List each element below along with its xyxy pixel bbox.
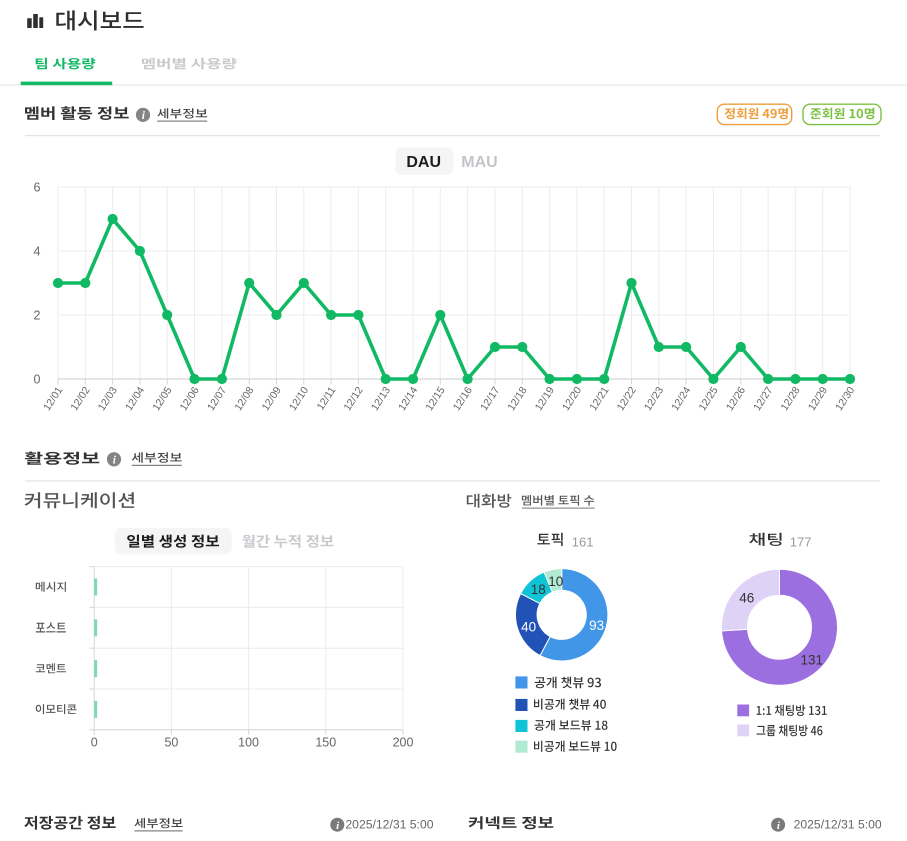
svg-text:12/07: 12/07 xyxy=(206,385,230,413)
svg-text:12/15: 12/15 xyxy=(424,385,448,413)
svg-text:12/18: 12/18 xyxy=(506,385,530,413)
svg-text:12/11: 12/11 xyxy=(315,385,338,412)
svg-text:12/09: 12/09 xyxy=(260,385,284,413)
svg-text:MAU: MAU xyxy=(461,154,497,171)
svg-text:12/01: 12/01 xyxy=(42,385,66,413)
svg-text:12/06: 12/06 xyxy=(178,385,202,413)
svg-text:50: 50 xyxy=(164,736,178,750)
svg-text:40: 40 xyxy=(521,620,536,635)
svg-text:12/29: 12/29 xyxy=(807,385,831,413)
svg-text:12/25: 12/25 xyxy=(697,385,721,413)
svg-text:0: 0 xyxy=(34,373,41,387)
svg-text:DAU: DAU xyxy=(406,154,441,171)
svg-text:i: i xyxy=(777,820,781,832)
svg-text:6: 6 xyxy=(34,181,41,195)
svg-text:12/13: 12/13 xyxy=(370,385,394,413)
svg-text:i: i xyxy=(142,110,146,122)
svg-text:12/23: 12/23 xyxy=(643,385,667,413)
svg-text:100: 100 xyxy=(238,736,259,750)
svg-text:12/03: 12/03 xyxy=(97,385,121,413)
svg-text:161: 161 xyxy=(572,535,594,550)
svg-text:177: 177 xyxy=(790,535,812,550)
svg-text:i: i xyxy=(113,454,117,466)
svg-text:12/05: 12/05 xyxy=(151,385,175,413)
svg-text:150: 150 xyxy=(315,736,336,750)
svg-text:12/14: 12/14 xyxy=(397,385,421,413)
svg-text:2: 2 xyxy=(34,309,41,323)
svg-text:12/24: 12/24 xyxy=(670,385,694,413)
svg-text:0: 0 xyxy=(91,736,98,750)
svg-text:12/22: 12/22 xyxy=(615,385,639,413)
svg-text:i: i xyxy=(336,820,340,832)
svg-text:131: 131 xyxy=(801,652,824,667)
svg-text:12/16: 12/16 xyxy=(452,385,476,413)
svg-text:12/30: 12/30 xyxy=(834,385,858,413)
svg-text:12/27: 12/27 xyxy=(752,385,776,413)
svg-text:2025/12/31 5:00: 2025/12/31 5:00 xyxy=(345,817,433,831)
svg-text:12/17: 12/17 xyxy=(479,385,503,413)
svg-text:12/20: 12/20 xyxy=(561,385,585,413)
svg-text:18: 18 xyxy=(531,582,546,597)
svg-text:10: 10 xyxy=(548,574,563,589)
svg-text:4: 4 xyxy=(34,245,41,259)
svg-text:12/10: 12/10 xyxy=(288,385,312,413)
svg-text:2025/12/31 5:00: 2025/12/31 5:00 xyxy=(794,817,882,831)
svg-text:12/04: 12/04 xyxy=(124,385,148,413)
svg-text:12/02: 12/02 xyxy=(69,385,93,413)
svg-text:12/19: 12/19 xyxy=(534,385,558,413)
svg-text:12/21: 12/21 xyxy=(588,385,612,413)
svg-text:93: 93 xyxy=(589,618,604,633)
svg-text:12/26: 12/26 xyxy=(725,385,749,413)
svg-text:12/12: 12/12 xyxy=(342,385,366,413)
svg-text:200: 200 xyxy=(393,736,414,750)
svg-text:46: 46 xyxy=(739,591,754,606)
svg-text:12/08: 12/08 xyxy=(233,385,257,413)
svg-text:12/28: 12/28 xyxy=(779,385,803,413)
